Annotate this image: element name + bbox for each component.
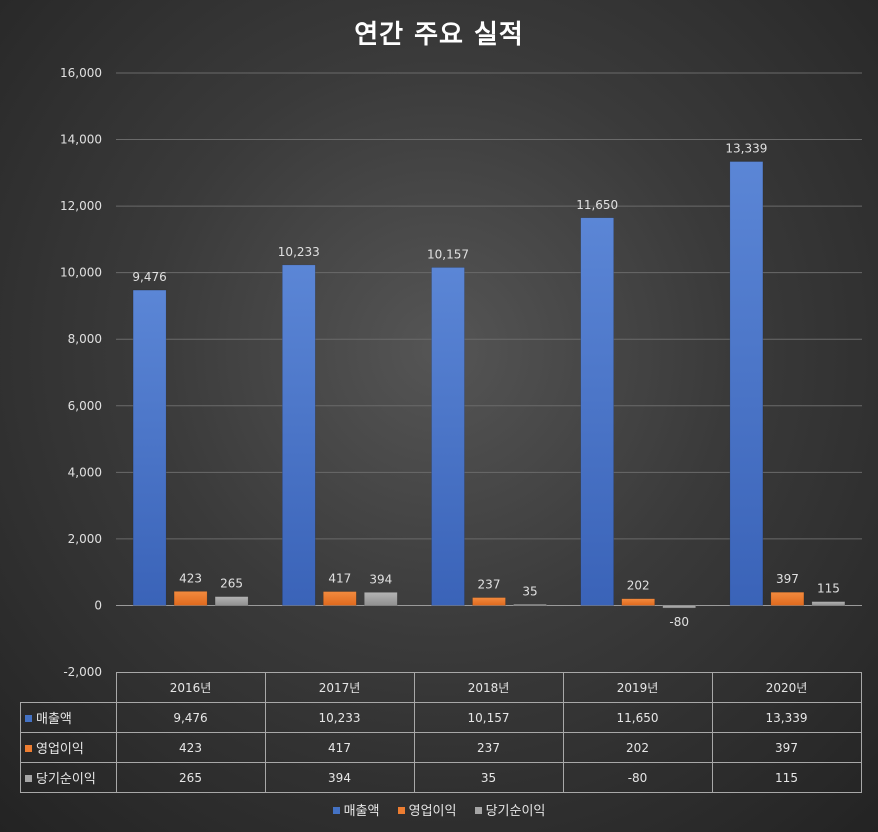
data-label: 9,476 xyxy=(132,270,166,284)
table-header-2020: 2020년 xyxy=(711,672,862,703)
data-label: 35 xyxy=(522,584,537,598)
y-tick-label: 0 xyxy=(94,598,102,612)
bar-당기순이익-2017년 xyxy=(364,592,398,606)
data-label: 13,339 xyxy=(725,142,767,156)
y-tick-label: 4,000 xyxy=(68,465,102,479)
bar-매출액-2020년 xyxy=(729,161,764,606)
table-row-header-revenue: 매출액 xyxy=(20,702,117,733)
data-label: 11,650 xyxy=(576,198,618,212)
table-cell: 35 xyxy=(413,762,564,793)
table-cell: 423 xyxy=(115,732,266,763)
table-row: 영업이익 423 417 237 202 397 xyxy=(20,732,862,763)
revenue-swatch xyxy=(25,715,32,722)
legend-swatch xyxy=(474,807,482,814)
data-table: 2016년 2017년 2018년 2019년 2020년 매출액 9,476 … xyxy=(20,672,862,793)
table-cell: -80 xyxy=(562,762,713,793)
y-tick-label: 6,000 xyxy=(68,399,102,413)
table-header-2018: 2018년 xyxy=(413,672,564,703)
bar-영업이익-2016년 xyxy=(173,591,208,606)
bar-영업이익-2020년 xyxy=(770,591,805,606)
bar-영업이익-2018년 xyxy=(472,597,506,606)
y-tick-label: 14,000 xyxy=(60,133,102,147)
table-corner xyxy=(20,672,117,703)
table-row-header-operating-profit: 영업이익 xyxy=(20,732,117,763)
table-cell: 237 xyxy=(413,732,564,763)
bar-영업이익-2019년 xyxy=(621,598,655,606)
y-tick-label: 16,000 xyxy=(60,66,102,80)
data-label: 265 xyxy=(220,577,243,591)
data-label: 417 xyxy=(328,572,351,586)
table-row-header-net-income: 당기순이익 xyxy=(20,762,117,793)
net-income-swatch xyxy=(25,775,32,782)
data-label: 202 xyxy=(627,579,650,593)
bar-영업이익-2017년 xyxy=(323,591,357,606)
table-cell: 417 xyxy=(264,732,415,763)
bar-당기순이익-2019년 xyxy=(662,605,696,609)
y-tick-label: 8,000 xyxy=(68,332,102,346)
table-cell: 10,157 xyxy=(413,702,564,733)
table-row: 매출액 9,476 10,233 10,157 11,650 13,339 xyxy=(20,702,862,733)
legend-swatch xyxy=(397,807,405,814)
bar-매출액-2017년 xyxy=(282,264,316,606)
legend-item-revenue: 매출액 xyxy=(332,800,379,819)
table-cell: 115 xyxy=(711,762,862,793)
table-cell: 202 xyxy=(562,732,713,763)
table-row: 당기순이익 265 394 35 -80 115 xyxy=(20,762,862,793)
bar-당기순이익-2018년 xyxy=(513,604,547,606)
table-cell: 11,650 xyxy=(562,702,713,733)
y-tick-label: 10,000 xyxy=(60,266,102,280)
bar-매출액-2018년 xyxy=(431,267,465,606)
table-header-2017: 2017년 xyxy=(264,672,415,703)
data-label: 423 xyxy=(179,571,202,585)
legend: 매출액 영업이익 당기순이익 xyxy=(0,800,878,819)
table-header-2019: 2019년 xyxy=(562,672,713,703)
table-cell: 265 xyxy=(115,762,266,793)
table-cell: 397 xyxy=(711,732,862,763)
table-cell: 10,233 xyxy=(264,702,415,733)
bar-매출액-2016년 xyxy=(132,289,167,606)
legend-swatch xyxy=(332,807,340,814)
table-header-row: 2016년 2017년 2018년 2019년 2020년 xyxy=(20,672,862,703)
data-label: 10,233 xyxy=(278,245,320,259)
table-cell: 13,339 xyxy=(711,702,862,733)
bar-당기순이익-2020년 xyxy=(811,601,846,606)
data-label: 394 xyxy=(369,572,392,586)
table-cell: 394 xyxy=(264,762,415,793)
operating-profit-swatch xyxy=(25,745,32,752)
data-label: 237 xyxy=(478,578,501,592)
table-cell: 9,476 xyxy=(115,702,266,733)
data-label: -80 xyxy=(669,615,689,629)
table-header-2016: 2016년 xyxy=(115,672,266,703)
data-label: 397 xyxy=(776,572,799,586)
legend-item-operating-profit: 영업이익 xyxy=(397,800,456,819)
bar-매출액-2019년 xyxy=(580,217,614,606)
data-label: 10,157 xyxy=(427,247,469,261)
y-tick-label: 2,000 xyxy=(68,532,102,546)
y-tick-label: 12,000 xyxy=(60,199,102,213)
data-label: 115 xyxy=(817,582,840,596)
legend-item-net-income: 당기순이익 xyxy=(474,800,545,819)
chart-title: 연간 주요 실적 xyxy=(354,20,524,50)
bar-당기순이익-2016년 xyxy=(214,596,249,606)
